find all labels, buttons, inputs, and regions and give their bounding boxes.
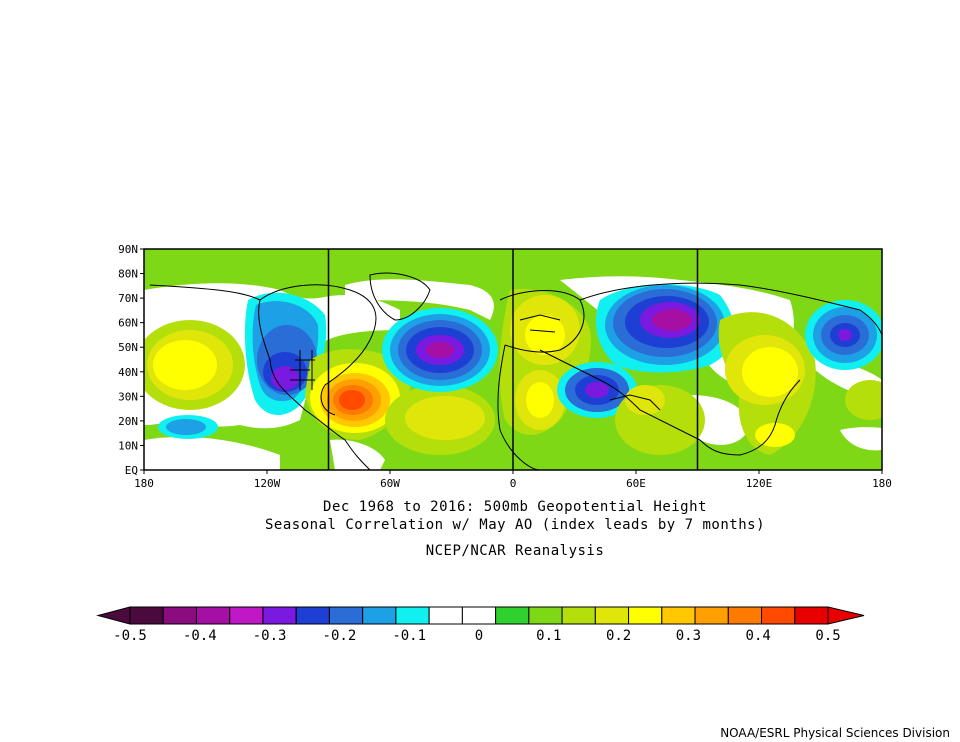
colorbar-label: -0.3 [253, 628, 287, 644]
colorbar: -0.5 -0.4 -0.3 -0.2 -0.1 0 0.1 0.2 0.3 0.4 0.5 [96, 606, 865, 644]
colorbar-swatch [362, 606, 397, 625]
field-positive [525, 315, 565, 355]
field-negative [271, 366, 299, 390]
field-negative [652, 309, 692, 331]
lon-label: 180 [872, 477, 892, 490]
field-negative [166, 419, 206, 435]
colorbar-under-arrow [96, 606, 131, 625]
field-near-zero [330, 439, 385, 470]
field-positive [153, 340, 217, 390]
lat-label: 80N [118, 268, 138, 281]
field-near-zero [144, 436, 280, 470]
colorbar-label: 0.1 [536, 628, 561, 644]
colorbar-swatch [661, 606, 696, 625]
colorbar-swatch [561, 606, 596, 625]
caption-title: Dec 1968 to 2016: 500mb Geopotential Hei… [323, 499, 707, 515]
colorbar-swatch [461, 606, 497, 625]
colorbar-swatch [495, 606, 530, 625]
colorbar-swatch [628, 606, 663, 625]
colorbar-over-arrow [827, 606, 865, 625]
lat-label: 30N [118, 390, 138, 403]
colorbar-label: 0 [475, 628, 483, 644]
meridian-lines [327, 249, 699, 470]
lon-label: 60E [626, 477, 646, 490]
lat-label: 90N [118, 243, 138, 256]
colorbar-swatch [594, 606, 630, 625]
colorbar-swatch [129, 606, 164, 625]
coastlines [149, 272, 882, 470]
field-near-zero [686, 395, 750, 445]
colorbar-label: 0.3 [676, 628, 701, 644]
lon-label: 120E [746, 477, 773, 490]
colorbar-swatch [395, 606, 430, 625]
lat-label: 70N [118, 292, 138, 305]
field-positive [742, 347, 798, 397]
colorbar-swatch [195, 606, 231, 625]
colorbar-label: -0.2 [323, 628, 357, 644]
colorbar-swatch [528, 606, 563, 625]
field-negative [426, 342, 454, 358]
field-near-zero [345, 279, 494, 320]
colorbar-swatch [295, 606, 330, 625]
lat-label: 10N [118, 439, 138, 452]
field-negative [585, 382, 609, 398]
field-positive [625, 385, 665, 415]
colorbar-swatch [428, 606, 463, 625]
lat-label: 20N [118, 415, 138, 428]
latitude-labels: 90N 80N 70N 60N 50N 40N 30N 20N 10N EQ [118, 243, 144, 477]
colorbar-swatch [229, 606, 264, 625]
colorbar-label: -0.5 [113, 628, 147, 644]
lat-label: 40N [118, 366, 138, 379]
field-positive [845, 380, 882, 420]
colorbar-swatch [727, 606, 763, 625]
lat-label: EQ [125, 464, 138, 477]
field-negative [838, 329, 852, 341]
field-near-zero [840, 427, 882, 451]
credit-text: NOAA/ESRL Physical Sciences Division [720, 726, 950, 740]
colorbar-swatch [694, 606, 729, 625]
lon-label: 180 [134, 477, 154, 490]
colorbar-label: 0.4 [746, 628, 771, 644]
lat-label: 50N [118, 341, 138, 354]
field-positive [339, 390, 365, 410]
lon-label: 0 [510, 477, 517, 490]
colorbar-swatch [761, 606, 796, 625]
colorbar-label: 0.2 [606, 628, 631, 644]
lon-label: 120W [254, 477, 281, 490]
field-positive [405, 396, 485, 440]
lat-label: 60N [118, 317, 138, 330]
caption-subtitle: Seasonal Correlation w/ May AO (index le… [264, 517, 765, 533]
longitude-labels: 180 120W 60W 0 60E 120E 180 [134, 470, 892, 490]
colorbar-swatch [328, 606, 364, 625]
field-positive [755, 423, 795, 447]
caption-dataset: NCEP/NCAR Reanalysis [425, 543, 605, 559]
colorbar-label: 0.5 [815, 628, 840, 644]
map-plot [144, 249, 882, 470]
colorbar-swatch [262, 606, 297, 625]
colorbar-label: -0.1 [392, 628, 426, 644]
colorbar-label: -0.4 [183, 628, 217, 644]
field-positive [526, 382, 554, 418]
lon-label: 60W [380, 477, 400, 490]
colorbar-swatch [794, 606, 829, 625]
colorbar-swatch [162, 606, 197, 625]
